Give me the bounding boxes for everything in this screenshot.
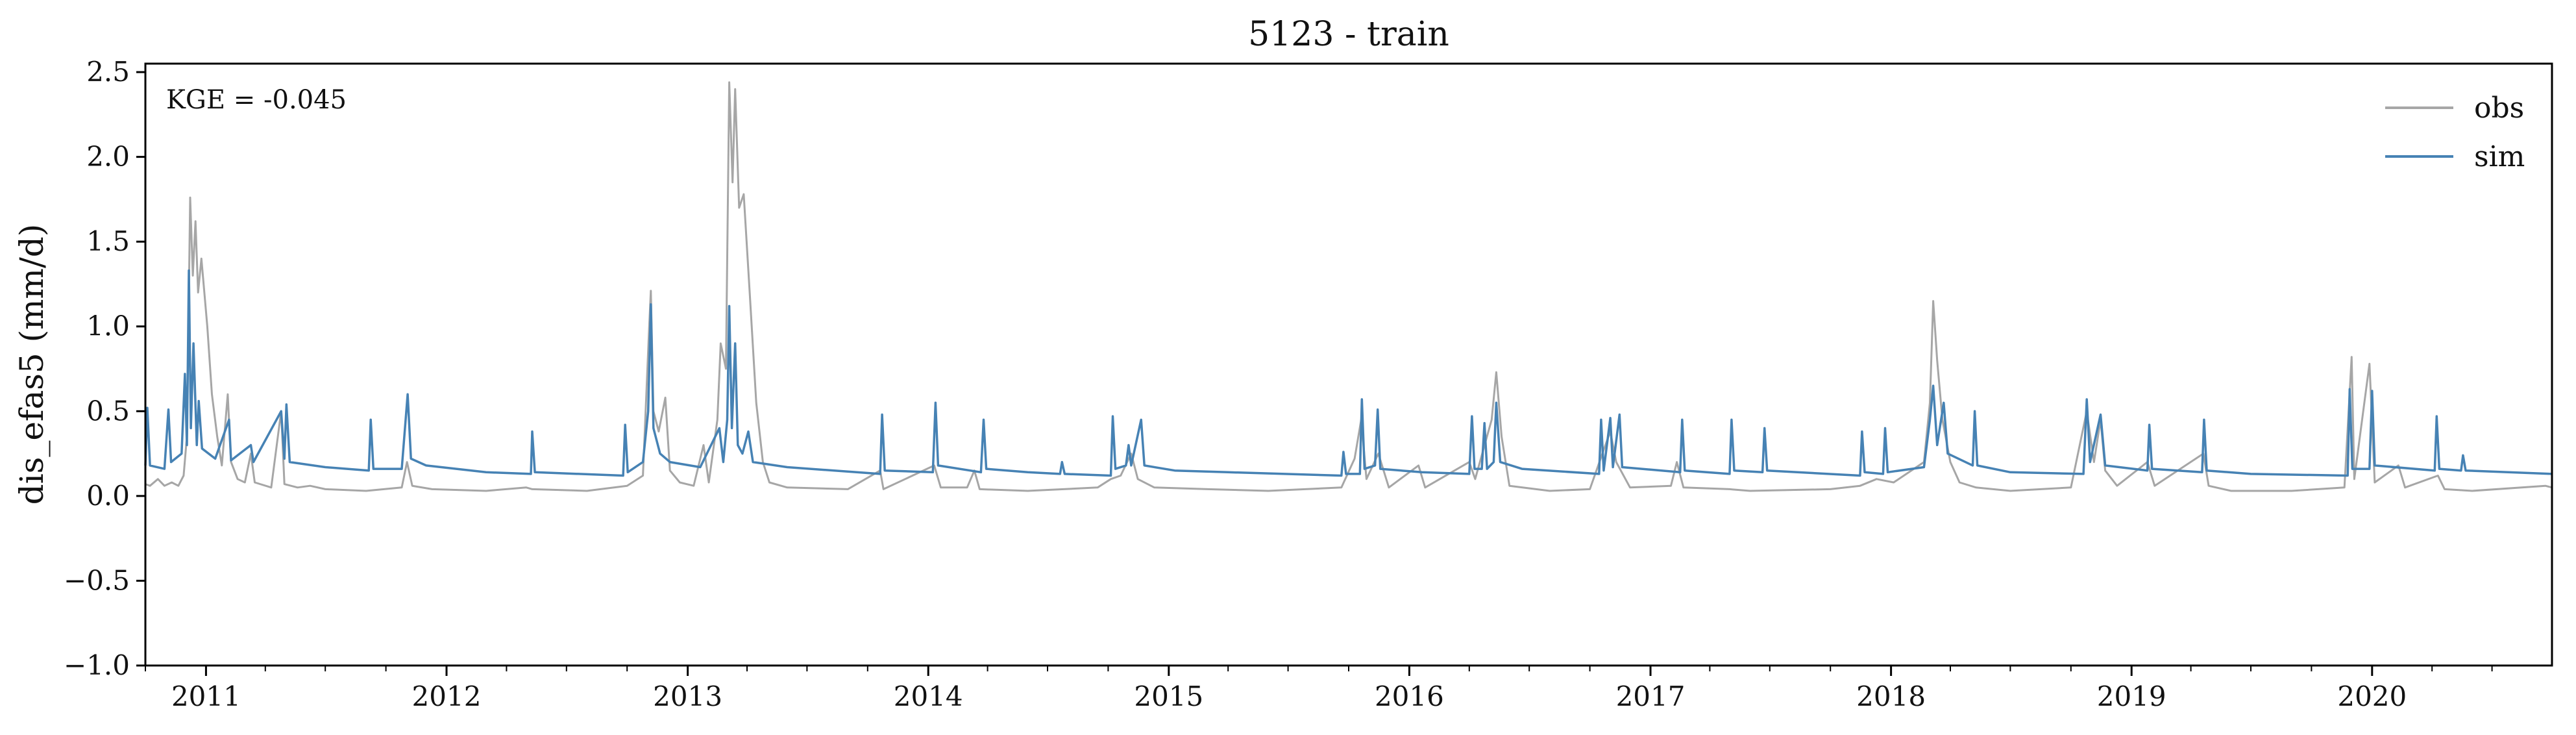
x-tick-label: 2011	[171, 680, 241, 712]
x-tick-label: 2017	[1616, 680, 1686, 712]
series-line-sim	[144, 269, 2553, 477]
legend-sim-label: sim	[2474, 140, 2525, 173]
x-tick-label: 2014	[894, 680, 963, 712]
kge-annotation: KGE = -0.045	[166, 85, 347, 115]
x-tick-label: 2020	[2337, 680, 2407, 712]
series-line-obs	[145, 81, 2553, 492]
y-axis-label: dis_efas5 (mm/d)	[13, 224, 51, 505]
y-tick-label: 0.0	[86, 480, 130, 512]
y-tick-label: 0.5	[86, 395, 130, 427]
legend-obs-label: obs	[2474, 92, 2524, 125]
series-sim	[144, 269, 2553, 477]
x-tick-label: 2018	[1856, 680, 1926, 712]
x-tick-label: 2013	[653, 680, 722, 712]
x-tick-label: 2019	[2097, 680, 2166, 712]
x-tick-label: 2016	[1375, 680, 1444, 712]
y-tick-label: 2.0	[86, 141, 130, 173]
x-tick-label: 2015	[1134, 680, 1203, 712]
legend: obs sim	[2385, 92, 2525, 173]
x-axis: 2011 2012 2013 2014 2015 2016 2017 2018 2019 2020	[145, 666, 2493, 712]
y-tick-label: −0.5	[64, 564, 130, 596]
chart-title: 5123 - train	[1248, 15, 1449, 54]
x-tick-label: 2012	[412, 680, 482, 712]
y-tick-label: 1.5	[86, 225, 130, 257]
y-axis: −1.0 −0.5 0.0 0.5 1.0 1.5 2.0 2.5	[64, 56, 145, 681]
y-tick-label: 2.5	[86, 56, 130, 88]
y-tick-label: 1.0	[86, 310, 130, 342]
plot-area	[144, 81, 2553, 492]
series-obs	[145, 81, 2553, 492]
y-tick-label: −1.0	[64, 649, 130, 681]
